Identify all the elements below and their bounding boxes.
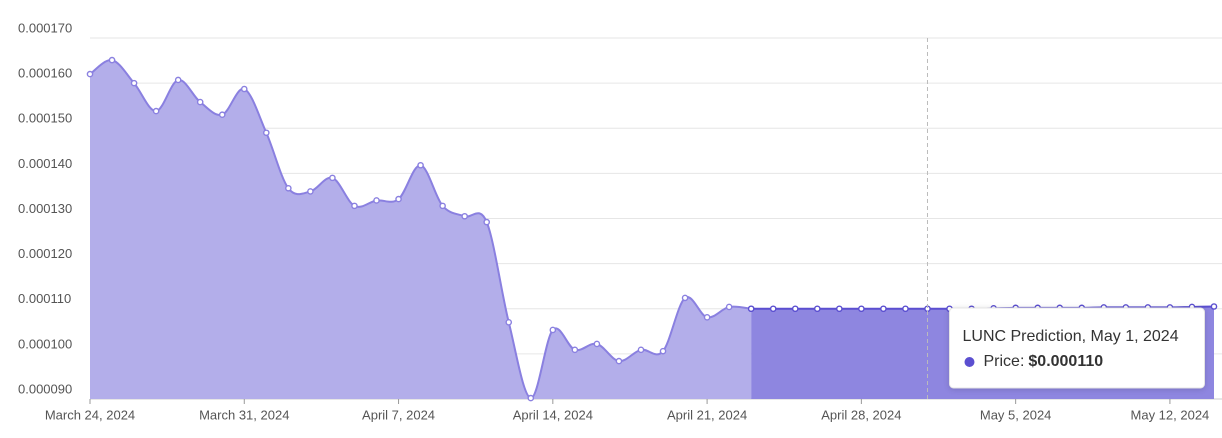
data-point <box>86 70 94 78</box>
data-point <box>791 305 799 313</box>
y-tick-label: 0.000130 <box>18 201 72 216</box>
x-tick-label: April 21, 2024 <box>667 407 747 422</box>
data-point <box>130 79 138 87</box>
x-tick-label: May 5, 2024 <box>980 407 1052 422</box>
tooltip: LUNC Prediction, May 1, 2024 Price: $0.000… <box>948 307 1205 389</box>
data-point <box>813 305 821 313</box>
y-tick-label: 0.000100 <box>18 336 72 351</box>
x-tick-label: April 14, 2024 <box>513 407 593 422</box>
data-point <box>174 76 182 84</box>
data-point <box>747 305 755 313</box>
data-point <box>417 161 424 169</box>
x-tick-label: March 24, 2024 <box>45 407 135 422</box>
data-point <box>483 218 491 226</box>
data-point <box>703 314 711 321</box>
tooltip-value: $0.000110 <box>1028 353 1103 370</box>
data-point <box>836 305 843 313</box>
data-point <box>373 197 380 204</box>
data-point <box>902 305 909 313</box>
area-fill <box>90 59 752 399</box>
data-point <box>285 184 292 192</box>
y-tick-label: 0.000170 <box>18 20 72 35</box>
y-tick-label: 0.000150 <box>18 111 72 126</box>
tooltip-label: Price: <box>983 353 1024 370</box>
data-point <box>218 111 226 119</box>
data-point <box>1210 303 1218 310</box>
data-point <box>263 129 270 137</box>
y-tick-label: 0.000140 <box>18 156 72 171</box>
data-point <box>769 305 777 313</box>
tooltip-marker <box>964 357 975 367</box>
data-point <box>307 188 314 195</box>
data-point <box>196 98 204 106</box>
data-point <box>505 318 513 326</box>
tooltip-box <box>948 307 1205 389</box>
data-point <box>461 212 468 220</box>
data-point <box>659 347 667 355</box>
data-point <box>615 357 623 365</box>
data-point <box>681 294 689 302</box>
data-point <box>637 346 645 354</box>
x-tick-label: May 12, 2024 <box>1131 407 1210 422</box>
x-tick-label: March 31, 2024 <box>199 407 289 422</box>
data-point <box>880 305 887 313</box>
data-point <box>571 346 579 354</box>
data-point <box>593 340 601 348</box>
y-tick-label: 0.000120 <box>18 246 72 261</box>
data-point <box>351 202 358 210</box>
data-point <box>527 394 535 402</box>
data-point <box>858 305 865 313</box>
data-point <box>549 326 557 334</box>
data-point <box>439 202 446 210</box>
y-tick-label: 0.000160 <box>18 66 72 81</box>
data-point <box>152 107 160 115</box>
data-point <box>395 195 402 203</box>
data-point <box>725 303 733 311</box>
data-point <box>329 174 336 182</box>
x-tick-label: April 28, 2024 <box>821 407 901 422</box>
y-tick-label: 0.000110 <box>18 291 71 306</box>
data-point <box>240 85 248 93</box>
y-tick-label: 0.000090 <box>18 381 72 396</box>
data-point <box>108 56 116 64</box>
x-tick-label: April 7, 2024 <box>362 407 435 422</box>
tooltip-title: LUNC Prediction, May 1, 2024 <box>962 328 1178 345</box>
